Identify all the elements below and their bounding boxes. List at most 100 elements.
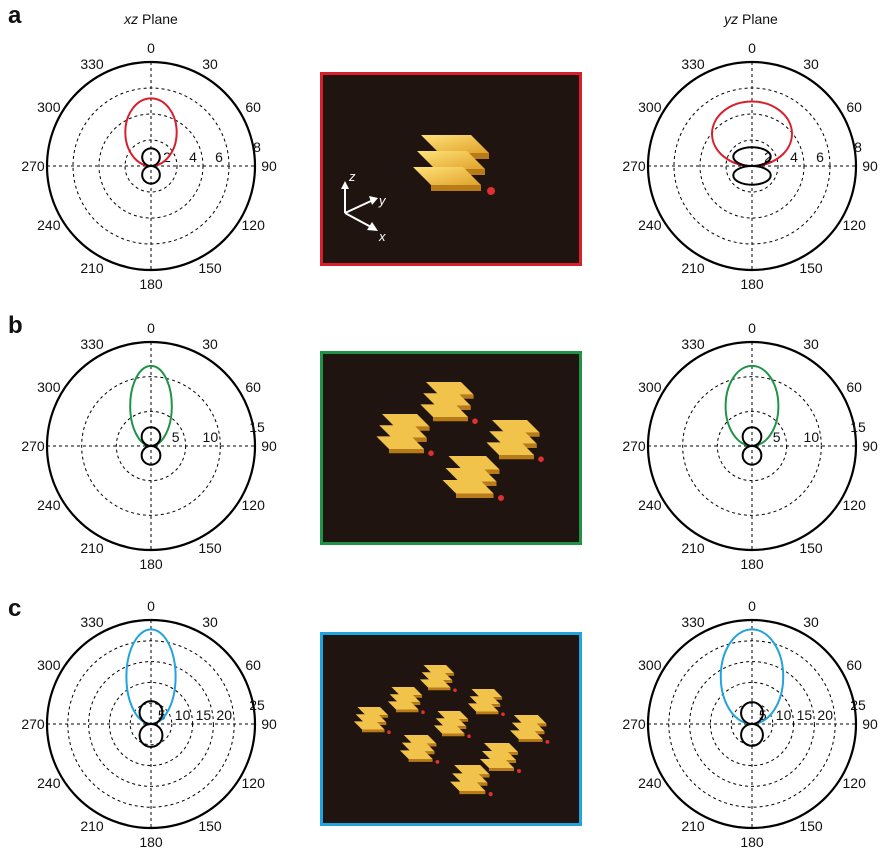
- angle-label-330: 330: [681, 614, 705, 630]
- panel-label-c: c: [8, 595, 22, 622]
- gold-stack: [376, 414, 434, 456]
- gold-stack: [442, 456, 504, 501]
- radial-tick-label: 6: [816, 149, 824, 165]
- angle-label-180: 180: [740, 276, 764, 292]
- panel-label-a: a: [8, 2, 22, 29]
- axis-label-y: y: [378, 193, 387, 208]
- xz-plane-title: xz Plane: [124, 11, 178, 27]
- angle-label-90: 90: [862, 716, 878, 732]
- nanoantenna-render-b: [320, 351, 582, 545]
- radial-tick-label: 20: [817, 707, 833, 723]
- yz-plane-title: yz Plane: [724, 11, 778, 27]
- radial-tick-label: 10: [804, 429, 820, 445]
- grid-ring: [689, 661, 815, 787]
- angle-label-180: 180: [139, 834, 163, 850]
- angle-label-30: 30: [803, 614, 819, 630]
- radial-tick-label: 8: [253, 139, 261, 155]
- angle-label-150: 150: [198, 260, 222, 276]
- angle-label-30: 30: [803, 56, 819, 72]
- angle-label-30: 30: [202, 336, 218, 352]
- angle-label-120: 120: [843, 497, 867, 513]
- radial-tick-label: 10: [776, 707, 792, 723]
- radial-tick-label: 8: [854, 139, 862, 155]
- angle-label-90: 90: [261, 438, 277, 454]
- angle-label-120: 120: [843, 775, 867, 791]
- angle-label-300: 300: [638, 657, 662, 673]
- radial-tick-label: 10: [203, 429, 219, 445]
- angle-label-270: 270: [21, 158, 45, 174]
- angle-label-210: 210: [681, 540, 705, 556]
- angle-label-0: 0: [147, 598, 155, 614]
- angle-label-270: 270: [622, 158, 646, 174]
- angle-label-270: 270: [622, 716, 646, 732]
- radial-tick-label: 2: [163, 149, 171, 165]
- angle-label-90: 90: [862, 158, 878, 174]
- angle-label-240: 240: [37, 217, 61, 233]
- radial-tick-label: 4: [790, 149, 798, 165]
- angle-label-180: 180: [740, 834, 764, 850]
- angle-label-120: 120: [242, 217, 266, 233]
- angle-label-60: 60: [245, 99, 261, 115]
- angle-label-210: 210: [80, 818, 104, 834]
- angle-label-60: 60: [245, 657, 261, 673]
- gold-stack: [486, 420, 544, 462]
- angle-label-90: 90: [261, 716, 277, 732]
- angle-label-240: 240: [37, 497, 61, 513]
- grid-ring: [81, 376, 221, 516]
- angle-label-330: 330: [681, 56, 705, 72]
- angle-label-330: 330: [681, 336, 705, 352]
- axis-label-x: x: [378, 229, 386, 244]
- angle-label-300: 300: [638, 379, 662, 395]
- angle-label-180: 180: [740, 556, 764, 572]
- radial-tick-label: 25: [850, 697, 866, 713]
- grid-ring: [129, 702, 173, 746]
- angle-label-330: 330: [80, 56, 104, 72]
- angle-label-180: 180: [139, 556, 163, 572]
- radial-tick-label: 6: [215, 149, 223, 165]
- axes-triad: [341, 181, 378, 231]
- angle-label-60: 60: [846, 99, 862, 115]
- angle-label-90: 90: [261, 158, 277, 174]
- radial-tick-label: 15: [797, 707, 813, 723]
- gold-stack: [420, 382, 478, 424]
- angle-label-60: 60: [846, 657, 862, 673]
- radial-tick-label: 10: [175, 707, 191, 723]
- angle-label-300: 300: [37, 379, 61, 395]
- angle-label-270: 270: [622, 438, 646, 454]
- radial-tick-label: 15: [850, 419, 866, 435]
- angle-label-270: 270: [21, 438, 45, 454]
- lower-lobe: [741, 445, 763, 466]
- grid-ring: [730, 702, 774, 746]
- angle-label-300: 300: [37, 99, 61, 115]
- angle-label-0: 0: [147, 320, 155, 336]
- angle-label-120: 120: [843, 217, 867, 233]
- angle-label-210: 210: [80, 540, 104, 556]
- angle-label-300: 300: [37, 657, 61, 673]
- angle-label-150: 150: [799, 540, 823, 556]
- panel-label-b: b: [8, 312, 23, 339]
- radial-tick-label: 20: [216, 707, 232, 723]
- angle-label-300: 300: [638, 99, 662, 115]
- axis-label-z: z: [348, 169, 356, 184]
- angle-label-150: 150: [799, 260, 823, 276]
- radial-tick-label: 25: [249, 697, 265, 713]
- radial-tick-label: 15: [196, 707, 212, 723]
- lower-lobe: [740, 723, 764, 747]
- angle-label-120: 120: [242, 775, 266, 791]
- angle-label-180: 180: [139, 276, 163, 292]
- angle-label-210: 210: [681, 818, 705, 834]
- angle-label-0: 0: [748, 598, 756, 614]
- radial-tick-label: 5: [773, 429, 781, 445]
- lower-lobe: [732, 165, 772, 186]
- lower-lobe: [141, 165, 161, 185]
- angle-label-30: 30: [803, 336, 819, 352]
- angle-label-0: 0: [748, 320, 756, 336]
- angle-label-30: 30: [202, 56, 218, 72]
- radial-tick-label: 2: [764, 149, 772, 165]
- lower-lobe: [138, 723, 164, 748]
- angle-label-330: 330: [80, 336, 104, 352]
